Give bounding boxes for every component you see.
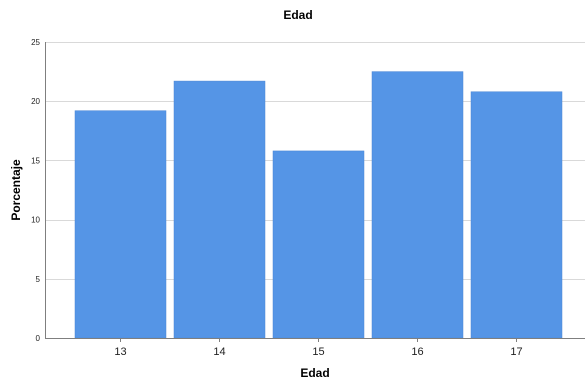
x-tick-label: 17 xyxy=(510,346,522,358)
bar-15 xyxy=(272,150,365,339)
y-tick-label: 10 xyxy=(31,216,40,225)
bar-14 xyxy=(173,80,266,339)
y-tick-label: 25 xyxy=(31,38,40,47)
x-tick-label: 15 xyxy=(312,346,324,358)
y-tick-labels: 0 5 10 15 20 25 xyxy=(31,38,40,343)
bar-17 xyxy=(470,91,563,339)
x-tick-label: 13 xyxy=(114,346,126,358)
chart-title: Edad xyxy=(283,8,312,22)
x-axis-title: Edad xyxy=(300,366,329,380)
bar-13 xyxy=(74,110,167,339)
y-axis-title: Porcentaje xyxy=(9,159,23,221)
y-tick-label: 15 xyxy=(31,156,40,165)
y-tick-label: 5 xyxy=(36,275,41,284)
y-tick-label: 0 xyxy=(36,334,41,343)
bars xyxy=(74,71,563,339)
x-tick-label: 16 xyxy=(411,346,423,358)
x-tick-labels: 13 14 15 16 17 xyxy=(114,338,523,358)
y-tick-label: 20 xyxy=(31,97,40,106)
x-tick-label: 14 xyxy=(213,346,225,358)
bar-16 xyxy=(371,71,464,339)
